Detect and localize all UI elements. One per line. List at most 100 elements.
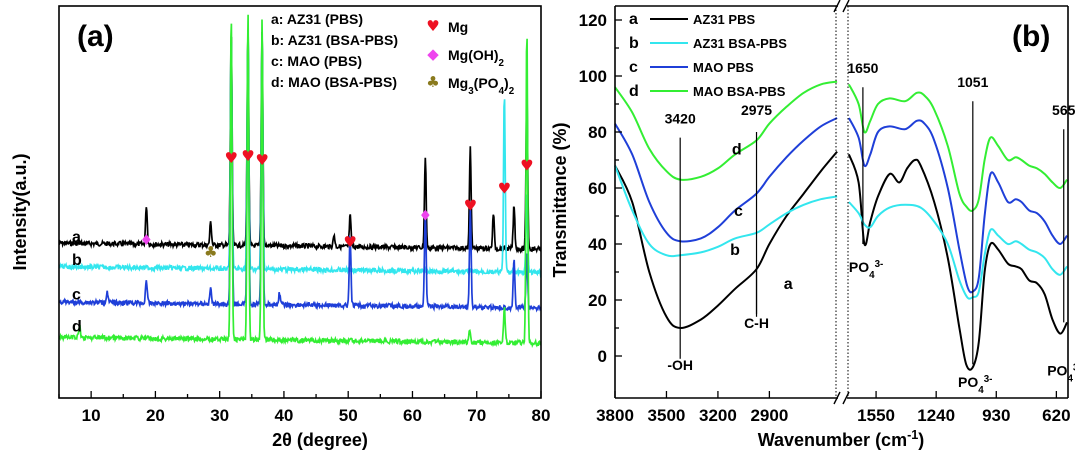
ftir-peak-label: 1051: [957, 74, 988, 90]
xrd-x-axis-label: 2θ (degree): [272, 430, 368, 450]
xrd-phase-legend-label: Mg3(PO4)2: [448, 75, 515, 97]
xrd-legend-entry-b: b: AZ31 (BSA-PBS): [271, 32, 398, 48]
xrd-phase-legend: ♥ Mg ◆ Mg(OH)2 ♣ Mg3(PO4)2: [426, 17, 514, 97]
ftir-plot-frame: [614, 5, 1069, 399]
panel-b-ftir-chart: 3420 -OH 2975 C-H 1650 1051 565 PO43- PO43- PO43-…: [550, 0, 1075, 450]
xrd-x-tick-label: 10: [82, 406, 101, 425]
xrd-series-line-c: [59, 35, 541, 314]
xrd-x-tick-label: 40: [274, 406, 293, 425]
ftir-legend-label-b: AZ31 BSA-PBS: [693, 36, 787, 51]
ftir-curve-label-b: b: [730, 242, 740, 259]
xrd-phase-legend-symbol: ♣: [426, 73, 439, 91]
ftir-legend-key-a: a: [629, 11, 638, 28]
xrd-curve-label-d: d: [72, 318, 82, 335]
xrd-x-tick-label: 80: [532, 406, 551, 425]
xrd-x-tick-label: 50: [339, 406, 358, 425]
xrd-phase-legend-symbol: ♥: [426, 17, 439, 35]
ftir-y-tick-label: 20: [588, 291, 607, 310]
xrd-marker-mg: ♥: [255, 151, 268, 169]
ftir-y-tick-label: 40: [588, 235, 607, 254]
ftir-po4-label: PO43-: [849, 259, 883, 281]
ftir-series-line-d-left: [614, 80, 838, 181]
xrd-phase-legend-label: Mg(OH)2: [448, 47, 505, 69]
ftir-legend-label-a: AZ31 PBS: [693, 12, 755, 27]
xrd-marker-mg: ♥: [225, 149, 238, 167]
ftir-peak-label: 2975: [741, 102, 772, 118]
xrd-phase-legend-label: Mg: [448, 19, 468, 35]
ftir-y-tick-label: 60: [588, 179, 607, 198]
xrd-series-legend: a: AZ31 (PBS) b: AZ31 (BSA-PBS) c: MAO (PB…: [271, 11, 398, 90]
ftir-peak-annotations: 3420 -OH 2975 C-H 1650 1051 565 PO43- PO43- PO43-: [665, 60, 1075, 395]
ftir-curve-label-d: d: [732, 141, 742, 158]
ftir-x-tick-label: 930: [982, 406, 1010, 425]
ftir-x-tick-label: 3500: [648, 406, 686, 425]
ftir-x-tick-label: 2900: [750, 406, 788, 425]
xrd-marker-mg: ♥: [241, 147, 254, 165]
ftir-peak-label: 1650: [847, 60, 878, 76]
ftir-y-axis-label: Transmittance (%): [550, 122, 570, 277]
panel-b-label: (b): [1012, 20, 1050, 53]
ftir-y-tick-label: 120: [579, 11, 607, 30]
xrd-marker-mg: ♥: [343, 233, 356, 251]
ftir-x-tick-label: 1550: [857, 406, 895, 425]
ftir-peak-label: C-H: [744, 315, 769, 331]
xrd-phase-markers: ♦♣♥ ♥ ♥♥♦♥♥♥: [140, 147, 534, 261]
xrd-series-line-a: [59, 29, 541, 255]
ftir-peak-label: 565: [1052, 102, 1075, 118]
ftir-legend-key-b: b: [629, 35, 639, 52]
ftir-peak-label: 3420: [665, 111, 696, 127]
panel-a-label: (a): [77, 20, 114, 53]
ftir-legend-key-d: d: [629, 83, 639, 100]
xrd-marker-mg3po4: ♣: [204, 243, 217, 261]
ftir-x-tick-label: 1240: [917, 406, 955, 425]
xrd-x-ticks: 10 20 30 40 50 60 70 80: [58, 391, 551, 425]
xrd-marker-mg: ♥: [464, 197, 477, 215]
ftir-curve-label-a: a: [784, 276, 793, 293]
ftir-y-tick-label: 0: [598, 347, 607, 366]
ftir-x-axis-label: Wavenumber (cm-1): [758, 428, 925, 450]
xrd-marker-mgoh2: ♦: [419, 206, 432, 224]
xrd-marker-mg: ♥: [520, 157, 533, 175]
ftir-y-tick-label: 80: [588, 123, 607, 142]
ftir-series-line-a-left: [614, 150, 838, 330]
xrd-curve-label-a: a: [72, 229, 81, 246]
ftir-axis-break: [833, 0, 850, 405]
ftir-po4-label: PO43-: [1047, 362, 1075, 384]
xrd-curve-label-c: c: [72, 286, 81, 303]
xrd-y-axis-label: Intensity(a.u.): [10, 153, 30, 270]
ftir-po4-label: PO43-: [958, 373, 992, 395]
ftir-peak-label: -OH: [667, 357, 693, 373]
xrd-legend-entry-d: d: MAO (BSA-PBS): [271, 74, 397, 90]
xrd-phase-legend-symbol: ◆: [427, 45, 439, 63]
ftir-legend-key-c: c: [629, 59, 638, 76]
ftir-x-tick-label: 620: [1042, 406, 1070, 425]
ftir-series-legend: a AZ31 PBS b AZ31 BSA-PBS c MAO PBS d MAO BSA-P…: [629, 11, 787, 100]
xrd-legend-entry-c: c: MAO (PBS): [271, 53, 362, 69]
xrd-series-group: [59, 14, 541, 348]
ftir-curve-labels: a b c d: [730, 141, 793, 292]
xrd-plot-frame: [58, 5, 542, 399]
ftir-break-slash: [842, 391, 850, 405]
ftir-x-tick-label: 3800: [596, 406, 634, 425]
ftir-series-line-c-left: [614, 117, 838, 243]
ftir-series-line-a-right: [847, 154, 1068, 371]
xrd-x-tick-label: 20: [146, 406, 165, 425]
ftir-legend-label-c: MAO PBS: [693, 60, 754, 75]
xrd-marker-mgoh2: ♦: [140, 231, 153, 249]
ftir-x-tick-label: 3200: [699, 406, 737, 425]
ftir-curve-label-c: c: [734, 203, 743, 220]
xrd-legend-entry-a: a: AZ31 (PBS): [271, 11, 363, 27]
ftir-break-slash: [842, 0, 850, 13]
xrd-series-line-d: [59, 14, 541, 348]
ftir-series-line-d-right: [848, 83, 1068, 212]
xrd-x-tick-label: 70: [467, 406, 486, 425]
panel-a-xrd-chart: ♦♣♥ ♥ ♥♥♦♥♥♥ 10 20 30 40 50 60 70 80 (a) 2θ (degr…: [10, 5, 551, 450]
ftir-series-line-b-left: [614, 165, 838, 258]
ftir-y-tick-label: 100: [579, 67, 607, 86]
ftir-ticks: 0 20 40 60 80 100 120 3800 3500 3200 2900 1550 1240 9…: [579, 11, 1071, 425]
ftir-series-group: [614, 80, 1068, 371]
xrd-curve-label-b: b: [72, 252, 82, 269]
ftir-legend-label-d: MAO BSA-PBS: [693, 84, 786, 99]
